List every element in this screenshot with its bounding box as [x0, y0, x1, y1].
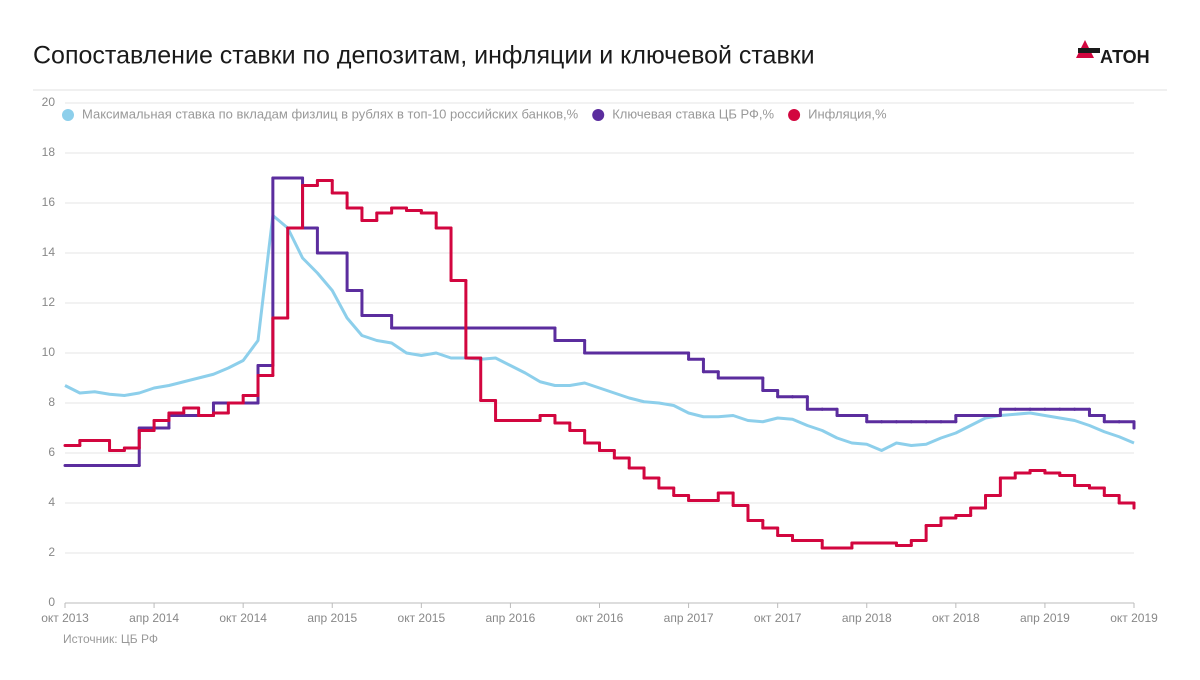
x-tick-label: окт 2013: [41, 611, 89, 625]
chart-title: Сопоставление ставки по депозитам, инфля…: [33, 42, 815, 70]
logo-icon: [1076, 40, 1100, 58]
y-tick-label: 8: [48, 395, 55, 409]
x-tick-label: окт 2014: [219, 611, 267, 625]
y-tick-label: 0: [48, 595, 55, 609]
legend-marker: [788, 109, 801, 121]
legend-label: Ключевая ставка ЦБ РФ,%: [612, 106, 774, 121]
x-tick-label: апр 2017: [664, 611, 714, 625]
logo-text: АТОН: [1100, 47, 1150, 67]
x-tick-label: окт 2017: [754, 611, 802, 625]
y-tick-label: 4: [48, 495, 55, 509]
x-tick-label: апр 2016: [485, 611, 535, 625]
x-tick-label: окт 2018: [932, 611, 980, 625]
y-tick-label: 6: [48, 445, 55, 459]
y-tick-label: 10: [42, 345, 56, 359]
x-tick-label: окт 2019: [1110, 611, 1158, 625]
x-tick-label: окт 2016: [576, 611, 624, 625]
y-tick-label: 18: [42, 145, 56, 159]
x-tick-label: апр 2019: [1020, 611, 1070, 625]
y-tick-label: 16: [42, 195, 56, 209]
series-line: [64, 214, 1135, 452]
y-tick-label: 20: [42, 95, 56, 109]
legend-marker: [592, 109, 605, 121]
legend-label: Инфляция,%: [808, 106, 887, 121]
legend-label: Максимальная ставка по вкладам физлиц в …: [82, 106, 579, 121]
x-tick-label: окт 2015: [398, 611, 446, 625]
x-tick-label: апр 2014: [129, 611, 179, 625]
x-tick-label: апр 2015: [307, 611, 357, 625]
y-tick-label: 14: [42, 245, 56, 259]
x-tick-label: апр 2018: [842, 611, 892, 625]
source-note: Источник: ЦБ РФ: [63, 632, 158, 646]
legend-marker: [62, 109, 74, 121]
y-tick-label: 12: [42, 295, 56, 309]
y-tick-label: 2: [48, 545, 55, 559]
